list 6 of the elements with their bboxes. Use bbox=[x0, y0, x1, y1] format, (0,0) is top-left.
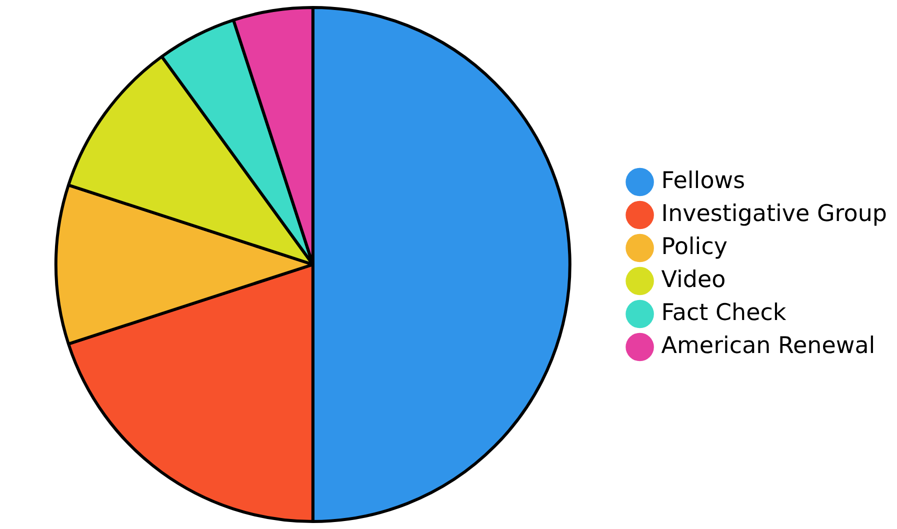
legend-label: Fellows bbox=[661, 168, 746, 194]
legend-label: Policy bbox=[661, 234, 728, 260]
legend-label: American Renewal bbox=[661, 332, 876, 359]
legend-label: Video bbox=[661, 266, 726, 293]
legend-label: Investigative Group bbox=[661, 200, 888, 227]
legend-label: Fact Check bbox=[661, 300, 787, 326]
